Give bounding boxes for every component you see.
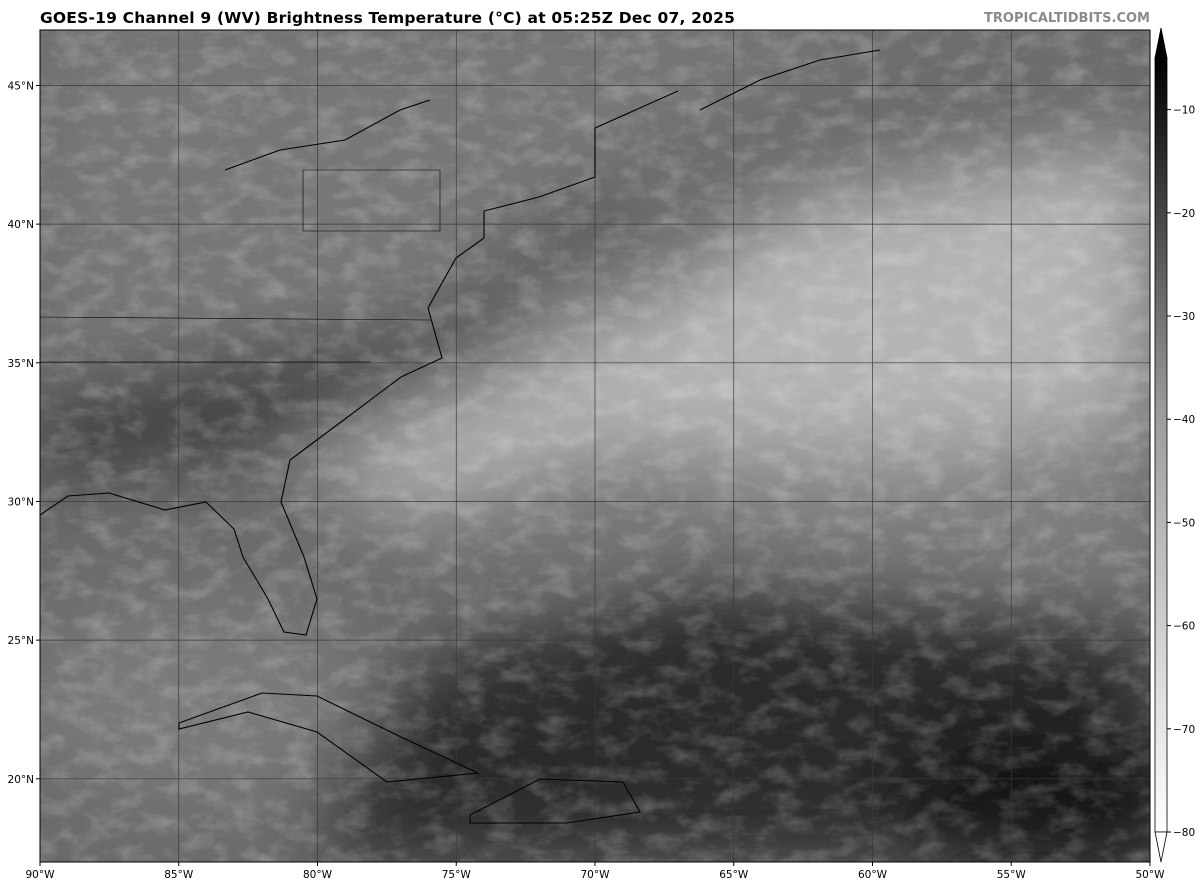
y-tick-label: 25°N	[8, 635, 34, 647]
x-tick-label: 90°W	[26, 869, 56, 881]
x-tick-label: 60°W	[858, 869, 888, 881]
nova-scotia-outline	[699, 49, 881, 111]
colorbar-tick-label: −50	[1173, 517, 1195, 529]
hispaniola-outline	[469, 778, 641, 824]
coastlines	[40, 49, 881, 824]
colorbar-tick-label: −40	[1173, 414, 1195, 426]
colorbar-tick-label: −20	[1173, 208, 1195, 220]
state-borders	[40, 316, 431, 321]
colorbar-tick-label: −80	[1173, 827, 1195, 839]
colorbar-tick-label: −60	[1173, 621, 1195, 633]
x-tick-label: 50°W	[1136, 869, 1166, 881]
colorbar-upper-extend	[1154, 27, 1168, 59]
x-tick-label: 70°W	[581, 869, 611, 881]
colorbar-lower-extend	[1154, 831, 1168, 863]
y-tick-label: 35°N	[8, 358, 34, 370]
us-east-coastline	[40, 90, 679, 636]
y-tick-label: 40°N	[8, 219, 34, 231]
x-tick-label: 80°W	[303, 869, 333, 881]
colorbar-tick-label: −30	[1173, 311, 1195, 323]
y-tick-label: 45°N	[8, 80, 34, 92]
map-title: GOES-19 Channel 9 (WV) Brightness Temper…	[40, 9, 736, 27]
y-tick-label: 30°N	[8, 496, 34, 508]
colorbar: −10 −20 −30 −40 −50 −60 −70 −80	[1154, 27, 1195, 863]
watermark-credit: TROPICALTIDBITS.COM	[984, 11, 1150, 26]
x-tick-label: 85°W	[164, 869, 194, 881]
x-tick-label: 65°W	[719, 869, 749, 881]
x-tick-label: 75°W	[442, 869, 472, 881]
colorbar-bar	[1154, 57, 1168, 833]
wv-imagery	[40, 30, 1150, 862]
colorbar-tick-label: −70	[1173, 724, 1195, 736]
cuba-outline	[178, 692, 481, 783]
x-tick-label: 55°W	[997, 869, 1027, 881]
great-lakes-outline	[224, 99, 431, 171]
y-tick-label: 20°N	[8, 774, 34, 786]
colorbar-tick-label: −10	[1173, 105, 1195, 117]
state-borders	[302, 169, 441, 232]
